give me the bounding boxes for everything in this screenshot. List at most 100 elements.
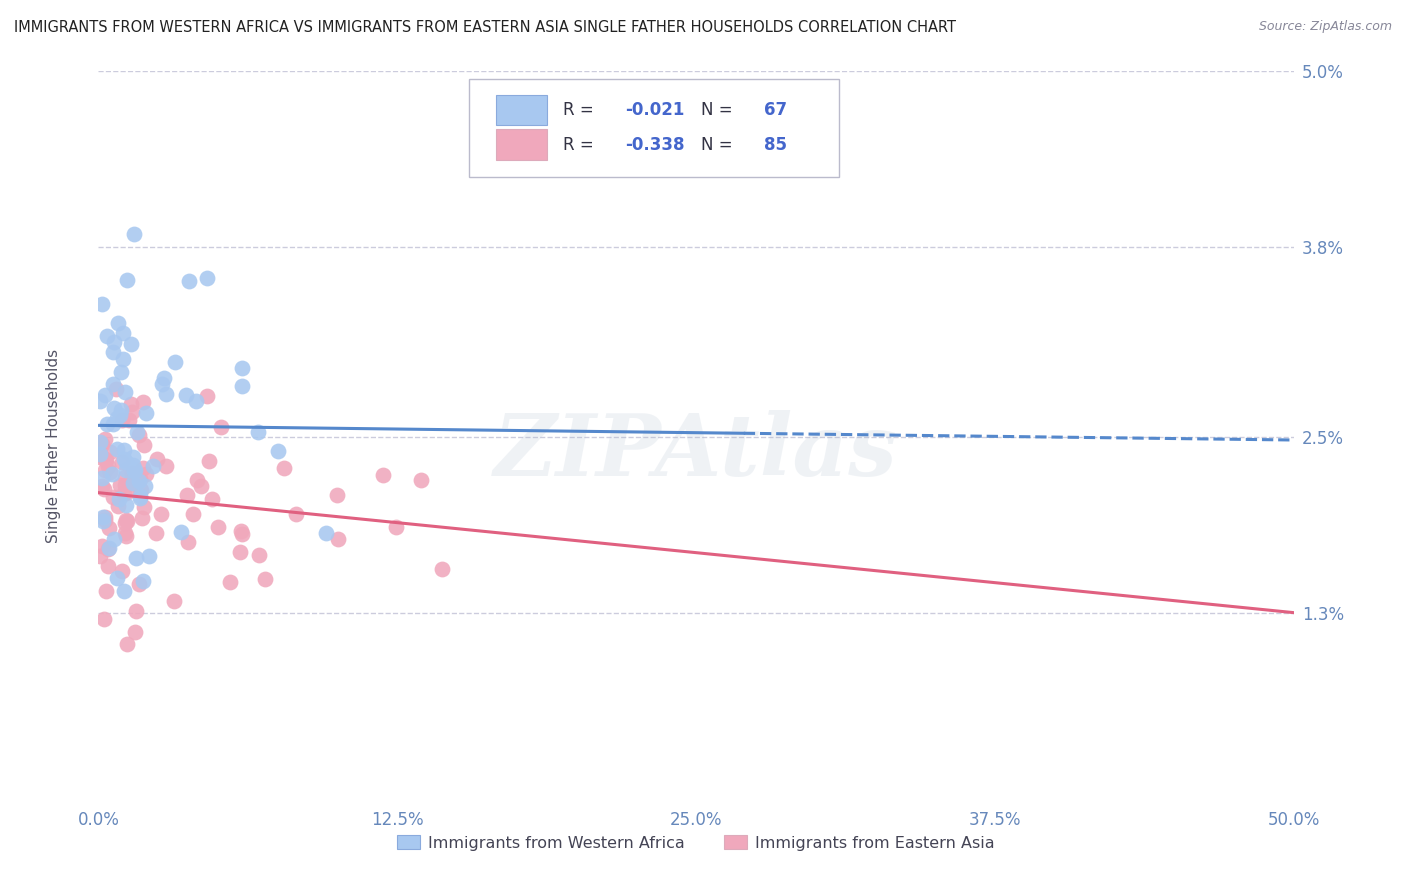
Point <box>231 526 253 541</box>
Point <box>253 572 276 586</box>
Point <box>104 382 127 396</box>
Point <box>94 432 117 446</box>
Point <box>114 463 136 477</box>
Point <box>114 478 136 492</box>
Point <box>152 377 174 392</box>
Point <box>105 411 128 425</box>
Point <box>124 464 146 478</box>
Point <box>371 467 394 482</box>
Point <box>111 326 134 340</box>
Point <box>131 511 153 525</box>
Point <box>101 467 124 481</box>
Point <box>247 425 270 439</box>
Point <box>134 467 156 481</box>
Point <box>142 459 165 474</box>
Point <box>93 612 115 626</box>
Point <box>91 509 114 524</box>
Point <box>89 450 111 465</box>
Point <box>122 475 145 490</box>
Point <box>134 479 156 493</box>
Point <box>183 507 205 521</box>
Point <box>105 442 128 457</box>
Point <box>135 406 157 420</box>
Text: R =: R = <box>564 136 599 153</box>
Point <box>112 451 135 466</box>
Point <box>98 541 121 555</box>
Point <box>129 489 152 503</box>
Point <box>146 452 169 467</box>
Text: Source: ZipAtlas.com: Source: ZipAtlas.com <box>1258 20 1392 33</box>
Point <box>129 471 152 485</box>
Point <box>94 513 117 527</box>
Point <box>97 459 120 474</box>
Text: 67: 67 <box>763 101 787 120</box>
Text: -0.338: -0.338 <box>626 136 685 153</box>
Point <box>93 463 115 477</box>
Point <box>103 417 125 432</box>
Point <box>315 525 337 540</box>
Point <box>129 483 152 497</box>
Point <box>229 545 252 559</box>
Point <box>110 403 132 417</box>
Point <box>125 550 148 565</box>
Point <box>176 487 198 501</box>
Point <box>201 492 224 507</box>
Point <box>91 514 114 528</box>
Point <box>145 526 167 541</box>
Point <box>89 549 111 564</box>
Point <box>209 419 232 434</box>
Point <box>98 444 121 458</box>
Point <box>409 473 432 487</box>
Point <box>125 604 148 618</box>
Point <box>115 498 138 512</box>
Point <box>326 488 349 502</box>
Text: IMMIGRANTS FROM WESTERN AFRICA VS IMMIGRANTS FROM EASTERN ASIA SINGLE FATHER HOU: IMMIGRANTS FROM WESTERN AFRICA VS IMMIGR… <box>14 20 956 35</box>
Point <box>163 594 186 608</box>
Point <box>124 625 146 640</box>
Point <box>93 482 115 496</box>
Point <box>112 443 135 458</box>
Point <box>120 337 142 351</box>
Point <box>101 491 124 505</box>
Point <box>177 274 200 288</box>
Point <box>114 526 136 541</box>
Point <box>121 450 143 464</box>
Point <box>120 397 142 411</box>
Point <box>155 387 177 401</box>
Point <box>122 458 145 472</box>
Point <box>112 352 135 367</box>
Point <box>115 514 138 528</box>
Point <box>207 520 229 534</box>
FancyBboxPatch shape <box>496 95 547 126</box>
Point <box>107 500 129 514</box>
Point <box>90 436 112 450</box>
Point <box>90 539 112 553</box>
Point <box>98 521 121 535</box>
Point <box>89 447 111 461</box>
Point <box>114 516 136 530</box>
Point <box>170 524 193 539</box>
Point <box>186 473 208 487</box>
Point <box>91 297 114 311</box>
Legend: Immigrants from Western Africa, Immigrants from Eastern Asia: Immigrants from Western Africa, Immigran… <box>391 829 1001 857</box>
Point <box>108 477 131 491</box>
Point <box>96 417 118 431</box>
Text: ZIPAtlas: ZIPAtlas <box>494 410 898 493</box>
Point <box>107 491 129 506</box>
Point <box>128 428 150 442</box>
Point <box>94 584 117 599</box>
Point <box>115 273 138 287</box>
Point <box>114 513 136 527</box>
Point <box>128 474 150 488</box>
Point <box>190 479 212 493</box>
Point <box>96 559 118 574</box>
Point <box>231 524 253 538</box>
Point <box>111 455 134 469</box>
Point <box>266 443 288 458</box>
Point <box>97 541 120 556</box>
Point <box>114 584 136 599</box>
Point <box>177 535 200 549</box>
Point <box>124 462 146 476</box>
Point <box>103 401 125 415</box>
Point <box>231 361 253 376</box>
